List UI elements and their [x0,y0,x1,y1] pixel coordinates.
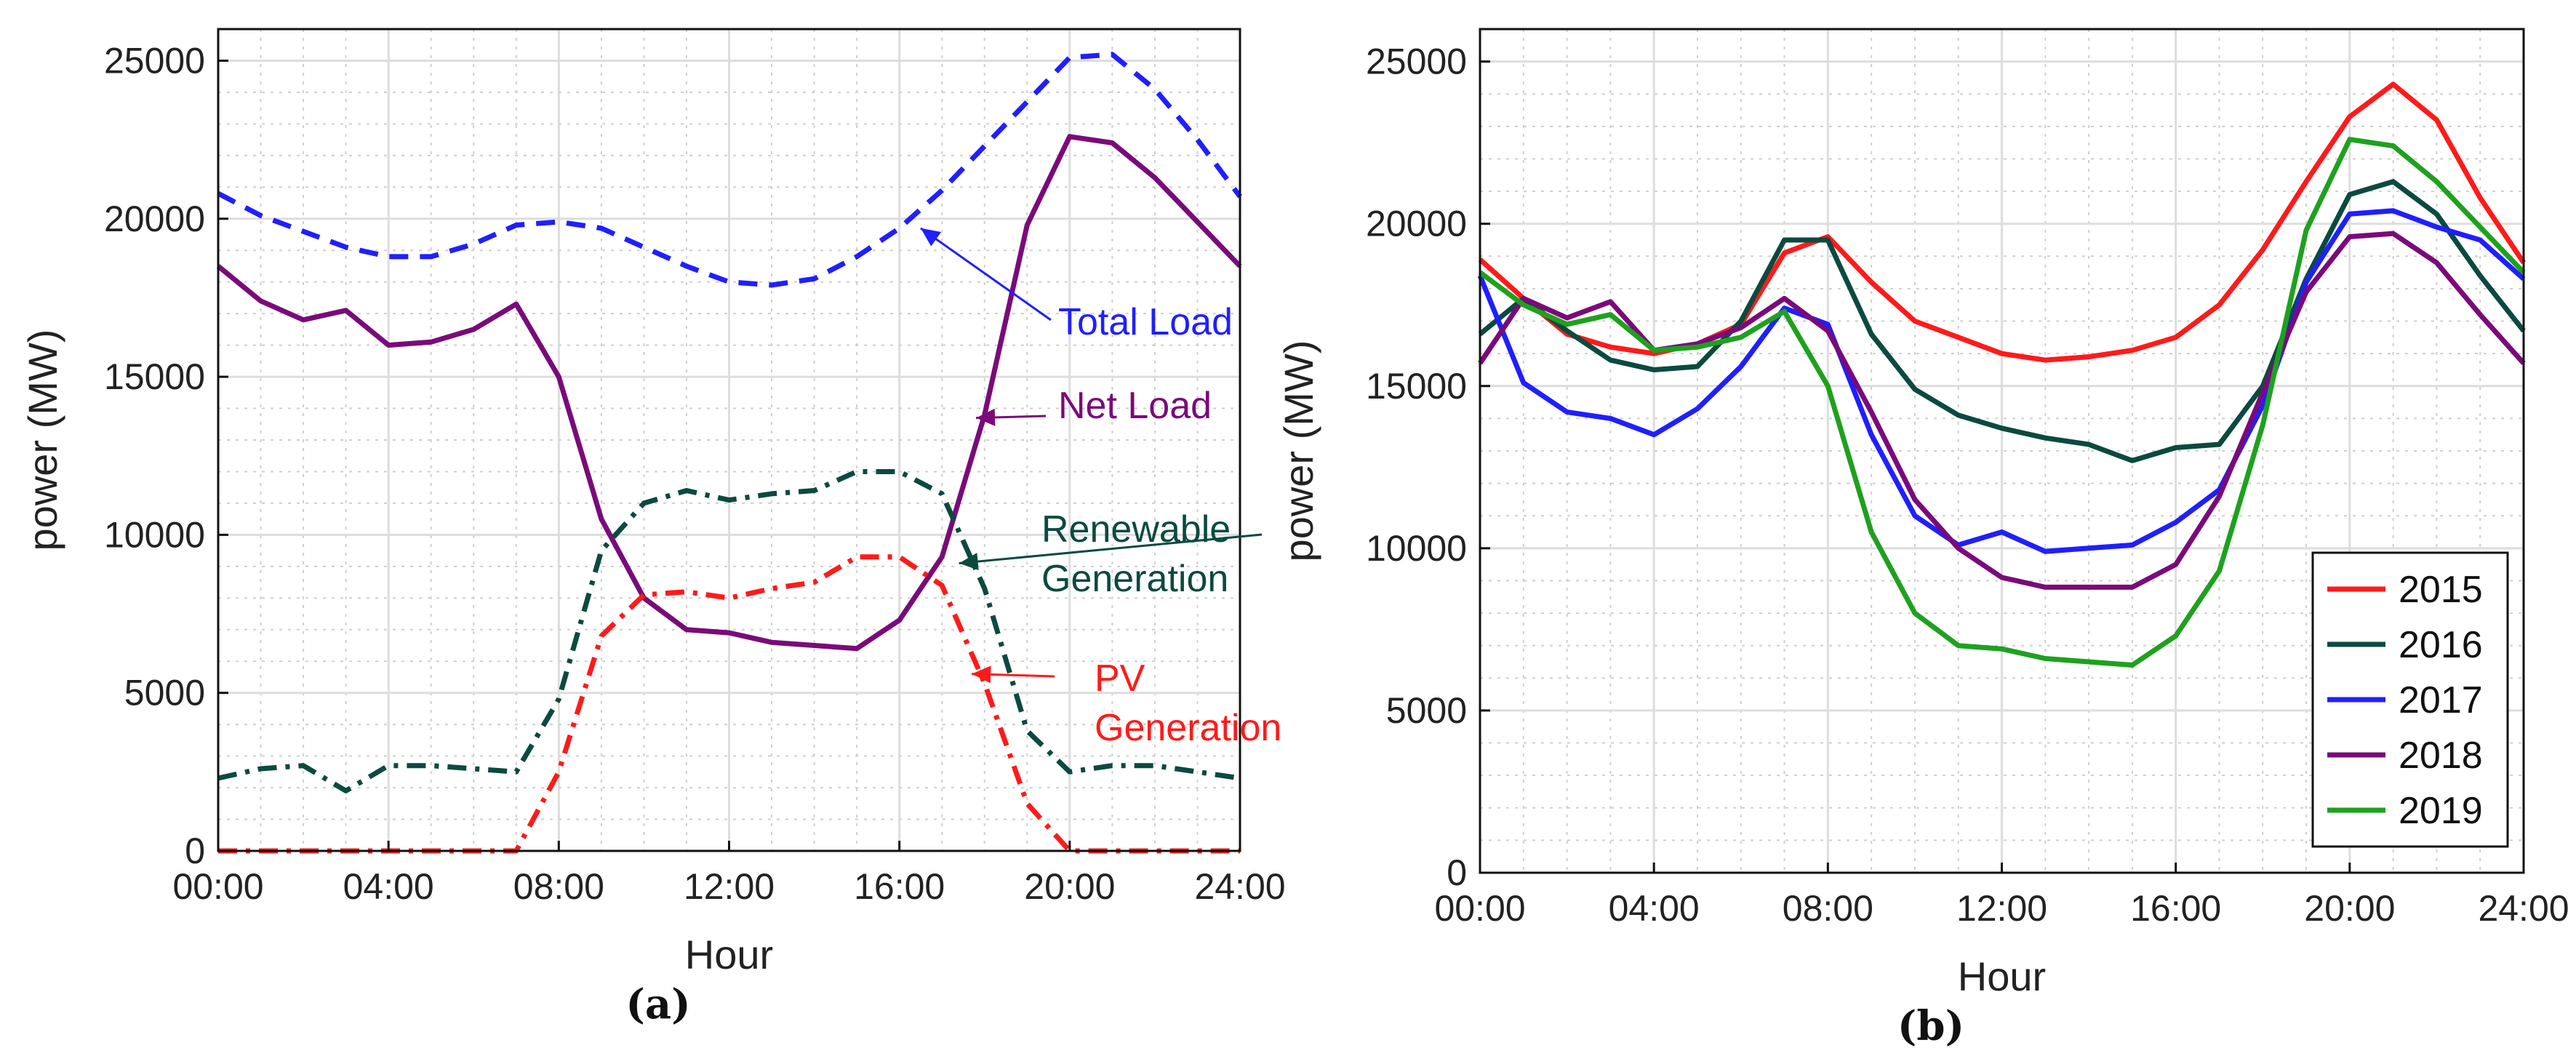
x-tick-label: 04:00 [343,866,434,907]
chart-panel-b: 0 5000 10000 15000 20000 25000 00:00 04:00 08:0… [1276,28,2569,1050]
chart-b-x-axis-label: Hour [1958,953,2046,999]
legend-label-2016: 2016 [2399,624,2483,666]
annotation-label-net-load: Net Load [1058,385,1212,427]
chart-a-x-ticks: 00:00 04:00 08:00 12:00 16:00 20:00 24:00 [172,841,1286,907]
chart-a-annotations: Total Load Net Load Renewable Generation PV G… [920,227,1281,749]
chart-a-panel-label: (a) [625,980,690,1028]
annotation-label-renewable-generation: Generation [1041,558,1228,600]
x-tick-label: 00:00 [172,866,263,907]
annotation-arrowhead [972,665,991,684]
annotation-label-total-load: Total Load [1058,301,1233,343]
series-line-renewable-generation [217,469,1241,793]
chart-b-y-ticks: 0 5000 10000 15000 20000 25000 [1366,41,1490,893]
chart-b-panel-label: (b) [1897,1002,1964,1050]
x-tick-label: 16:00 [2130,888,2221,929]
y-tick-label: 20000 [1366,204,1467,244]
legend-label-2018: 2018 [2399,735,2483,777]
annotation-arrowhead [976,408,996,426]
y-tick-label: 5000 [1386,690,1467,731]
y-tick-label: 0 [1447,852,1467,893]
x-tick-label: 12:00 [1956,888,2047,929]
x-tick-label: 16:00 [854,866,945,907]
chart-panel-a: 0 5000 10000 15000 20000 25000 00:00 04:00 08:0… [20,28,1286,1028]
x-tick-label: 04:00 [1609,888,1700,929]
chart-b-legend: 2015 2016 2017 2018 2019 [2311,551,2509,848]
legend-label-2015: 2015 [2399,569,2483,611]
chart-a-y-ticks: 0 5000 10000 15000 20000 25000 [104,40,228,871]
chart-a-x-axis-label: Hour [685,932,773,977]
series-line-2015 [1478,81,2526,363]
series-line-2017 [1477,208,2526,554]
y-tick-label: 10000 [1366,528,1467,569]
annotation-label-pv-generation: PV [1095,657,1145,700]
chart-b-series-group [1477,81,2526,668]
chart-b-y-axis-label: power (MW) [1276,340,1321,562]
y-tick-label: 10000 [104,514,205,555]
legend-label-2019: 2019 [2399,790,2483,832]
y-tick-label: 15000 [104,356,205,397]
x-tick-label: 12:00 [684,866,775,907]
annotation-arrow [920,227,1052,321]
x-tick-label: 00:00 [1434,888,1525,929]
y-tick-label: 0 [185,831,205,871]
chart-a-grid [217,28,1241,852]
y-tick-label: 5000 [124,673,205,713]
y-tick-label: 25000 [1366,41,1467,82]
x-tick-label: 24:00 [2478,888,2569,929]
x-tick-label: 08:00 [1783,888,1873,929]
annotation-arrowhead [920,228,942,247]
x-tick-label: 24:00 [1194,866,1285,907]
annotation-arrowhead [959,553,979,570]
chart-a-y-axis-label: power (MW) [20,329,65,551]
chart-b-x-ticks: 00:00 04:00 08:00 12:00 16:00 20:00 24:00 [1434,863,2569,929]
series-line-2019 [1478,137,2526,668]
legend-label-2017: 2017 [2399,679,2483,721]
y-tick-label: 20000 [104,199,205,239]
x-tick-label: 08:00 [513,866,604,907]
y-tick-label: 25000 [104,40,205,81]
annotation-label-renewable-generation: Renewable [1041,508,1231,551]
annotation-label-pv-generation: Generation [1095,707,1281,749]
series-line-net-load [216,134,1242,652]
x-tick-label: 20:00 [1024,866,1115,907]
x-tick-label: 20:00 [2304,888,2395,929]
chart-b-grid [1479,28,2525,874]
y-tick-label: 15000 [1366,366,1467,407]
series-line-2016 [1478,179,2526,463]
annotation-arrow [959,533,1263,564]
